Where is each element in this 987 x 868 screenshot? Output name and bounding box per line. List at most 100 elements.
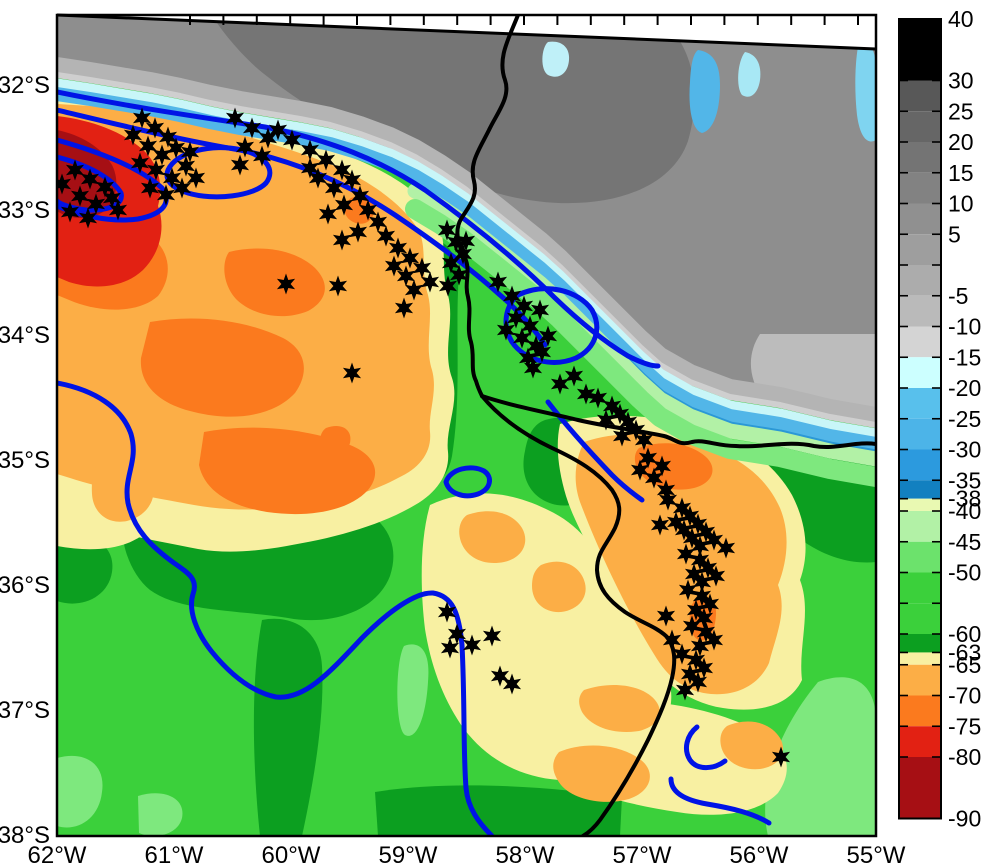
- star-marker-icon: [358, 199, 378, 221]
- star-marker-icon: [682, 615, 702, 637]
- star-marker-icon: [526, 335, 546, 357]
- star-marker-icon: [626, 419, 646, 441]
- colorbar-label: -65: [948, 652, 981, 678]
- star-marker-icon: [388, 237, 408, 259]
- star-marker-icon: [530, 299, 550, 321]
- colorbar-segment: [899, 498, 941, 511]
- star-marker-icon: [342, 362, 362, 384]
- colorbar-label: -25: [948, 406, 981, 432]
- star-marker-icon: [688, 513, 708, 535]
- star-marker-icon: [630, 459, 650, 481]
- star-marker-icon: [482, 625, 502, 647]
- star-marker-icon: [696, 521, 716, 543]
- colorbar-label: -90: [948, 806, 981, 832]
- star-marker-icon: [420, 271, 440, 293]
- star-marker-icon: [523, 357, 543, 379]
- star-marker-icon: [376, 225, 396, 247]
- uruguay-river-border: [455, 15, 520, 398]
- star-marker-icon: [252, 145, 272, 167]
- orange-east: [575, 434, 787, 695]
- orange-west-edge-core: [91, 458, 154, 522]
- star-marker-icon: [447, 623, 467, 645]
- star-marker-icon: [518, 347, 538, 369]
- colorbar-segment: [899, 664, 941, 696]
- x-axis-tick-label: 62°W: [28, 842, 87, 868]
- colorbar-label: 40: [948, 6, 974, 32]
- colorbar-label: -20: [948, 375, 981, 401]
- star-marker-icon: [680, 505, 700, 527]
- y-axis-tick-label: 32°S: [0, 72, 50, 99]
- colorbar-label: -10: [948, 314, 981, 340]
- star-marker-icon: [520, 315, 540, 337]
- star-marker-icon: [57, 173, 72, 195]
- star-marker-icon: [268, 119, 288, 141]
- light-green-bottom-a: [138, 793, 183, 836]
- x-axis-tick-label: 61°W: [145, 842, 204, 868]
- star-marker-icon: [140, 177, 160, 199]
- colorbar-segment: [899, 265, 941, 296]
- star-marker-icon: [441, 252, 461, 274]
- orange-bottom-a: [579, 684, 660, 733]
- colorbar-label: 10: [948, 191, 974, 217]
- star-marker-icon: [438, 275, 458, 297]
- star-marker-icon: [690, 549, 710, 571]
- star-marker-icon: [716, 537, 736, 559]
- deep-orange-b: [140, 318, 304, 417]
- y-axis-tick-label: 34°S: [0, 322, 50, 349]
- blue-streak-a: [689, 50, 720, 133]
- x-axis-tick-label: 60°W: [262, 842, 321, 868]
- dark-green-west-edge: [57, 535, 113, 604]
- star-marker-icon: [680, 663, 700, 685]
- star-marker-icon: [334, 194, 354, 216]
- star-marker-icon: [276, 273, 296, 295]
- star-marker-icon: [462, 634, 482, 656]
- star-marker-icon: [440, 637, 460, 659]
- y-axis-tick-label: 37°S: [0, 697, 50, 724]
- star-marker-icon: [512, 327, 532, 349]
- star-marker-icon: [95, 176, 115, 198]
- colorbar-segment: [899, 603, 941, 634]
- star-marker-icon: [225, 107, 245, 129]
- star-marker-icon: [242, 117, 262, 139]
- temperature-regions: [57, 96, 876, 836]
- colorbar-segment: [899, 80, 941, 112]
- gray-lighter-edge: [57, 72, 876, 428]
- colorbar-segment: [899, 511, 941, 542]
- y-axis-labels: 32°S 33°S 34°S 35°S 36°S 37°S 38°S: [0, 72, 50, 849]
- star-marker-icon: [696, 621, 716, 643]
- star-marker-icon: [634, 429, 654, 451]
- star-marker-icon: [700, 593, 720, 615]
- star-marker-icon: [704, 629, 724, 651]
- star-marker-icon: [564, 365, 584, 387]
- star-marker-icon: [396, 265, 416, 287]
- star-marker-icon: [675, 679, 695, 701]
- star-marker-icon: [282, 129, 302, 151]
- dark-green-bottom-strip: [375, 785, 622, 836]
- star-marker-icon: [235, 136, 255, 158]
- colorbar-segment: [899, 388, 941, 419]
- star-marker-icon: [502, 673, 522, 695]
- star-marker-icon: [368, 211, 388, 233]
- star-marker-icon: [138, 135, 158, 157]
- star-marker-icon: [78, 207, 98, 229]
- orange-bottom-c: [720, 721, 784, 770]
- map-plot-area: [57, 15, 876, 836]
- star-marker-icon: [172, 177, 192, 199]
- contour-squiggle-se-b: [668, 776, 772, 826]
- star-marker-icon: [180, 141, 200, 163]
- country-borders: [455, 15, 876, 836]
- colorbar-label: 15: [948, 160, 974, 186]
- gray-light-inner: [57, 57, 876, 425]
- star-marker-icon: [300, 139, 320, 161]
- star-marker-icon: [437, 601, 457, 623]
- star-marker-icon: [412, 257, 432, 279]
- gray-dark-blob: [212, 15, 695, 204]
- light-green-bottom-left: [57, 755, 103, 828]
- contour-small-oval: [443, 465, 492, 499]
- uruguay-coast-border: [480, 394, 876, 450]
- star-marker-icon: [162, 167, 182, 189]
- argentina-coast-border: [480, 394, 677, 836]
- star-marker-icon: [146, 159, 166, 181]
- orange-center-b: [532, 561, 586, 613]
- pale-green-band: [407, 183, 876, 467]
